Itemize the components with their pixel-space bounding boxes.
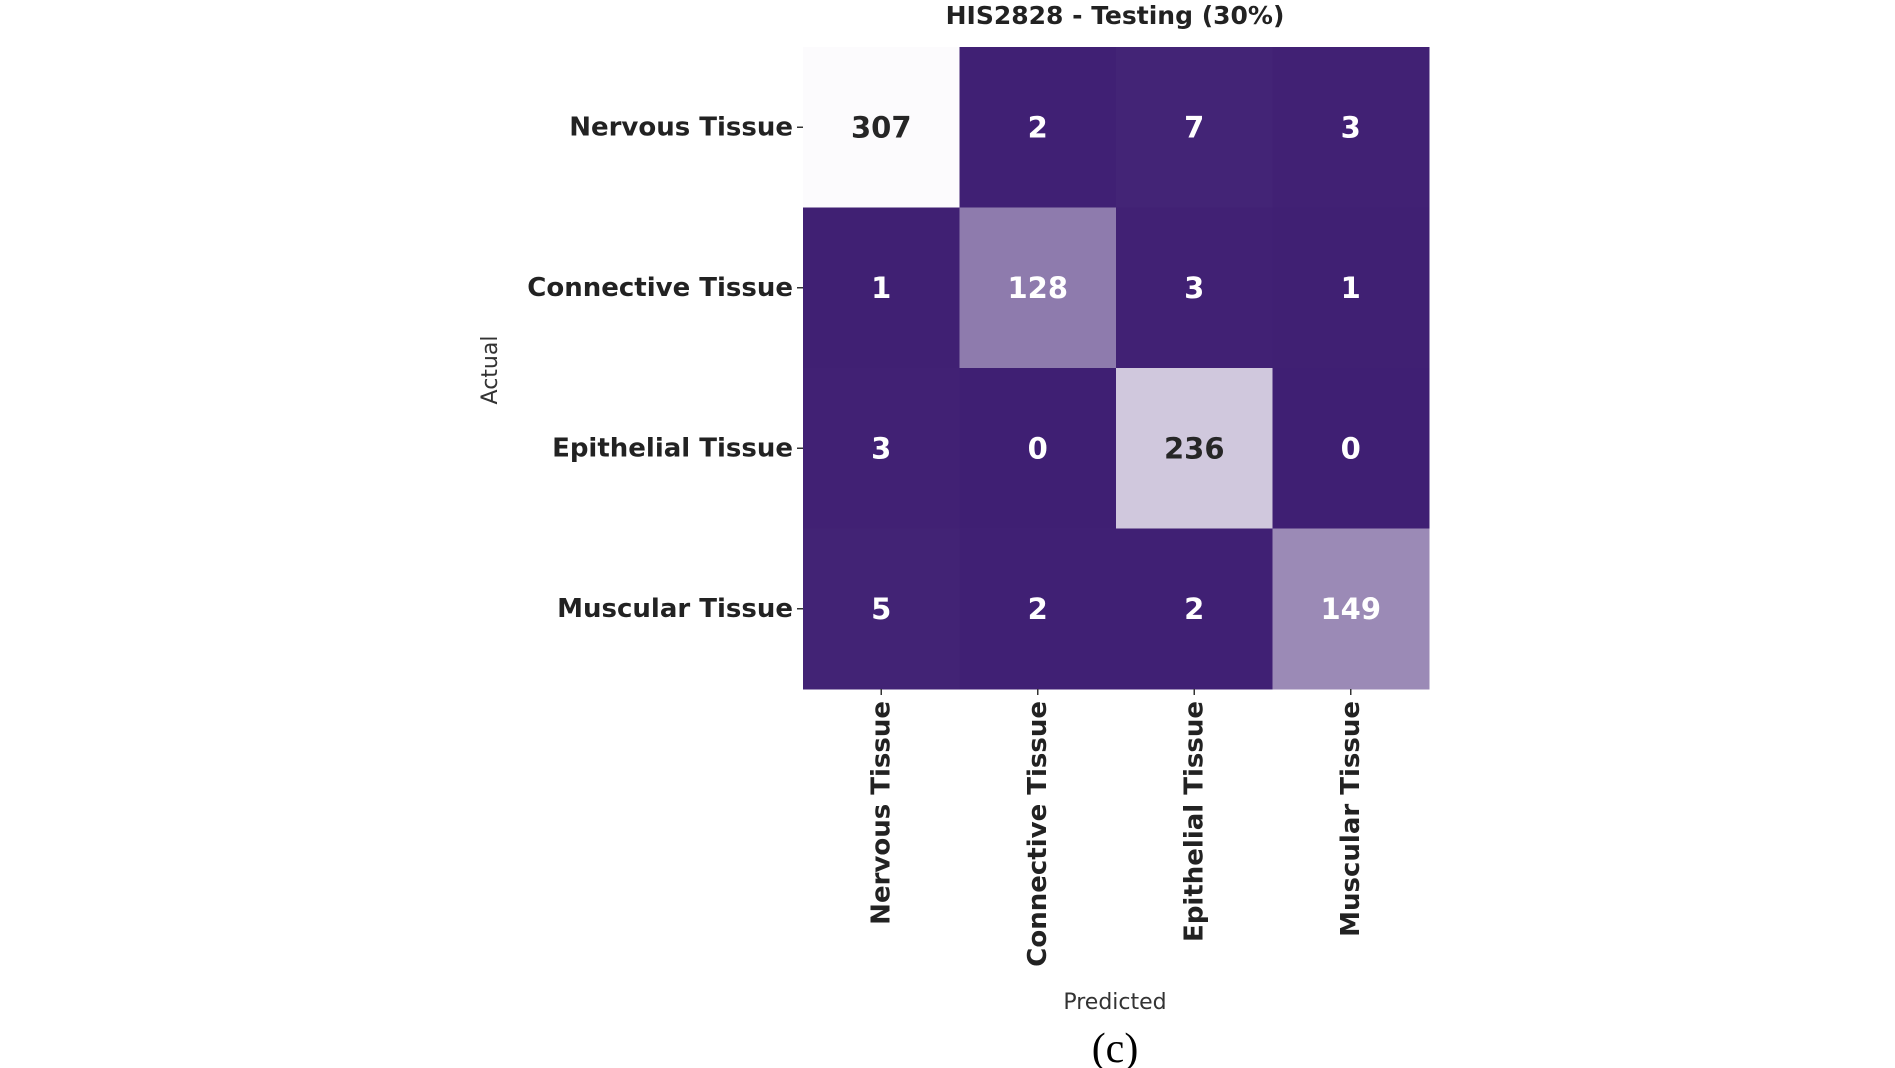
cell-value-r0-c1: 2: [1028, 110, 1048, 144]
cell-value-r1-c3: 1: [1341, 271, 1361, 305]
heatmap-cell-r2-c1: [959, 368, 1117, 529]
row-label-3: Muscular Tissue: [557, 594, 793, 624]
column-label-3: Muscular Tissue: [1336, 701, 1366, 937]
heatmap-cell-r1-c0: [803, 207, 960, 369]
cell-value-r3-c3: 149: [1320, 592, 1381, 626]
cell-value-r3-c0: 5: [871, 592, 891, 626]
cell-value-r0-c0: 307: [851, 110, 912, 144]
heatmap-cell-r2-c3: [1272, 368, 1430, 529]
cell-value-r0-c3: 3: [1341, 110, 1361, 144]
heatmap-cell-r0-c2: [1116, 47, 1273, 208]
cell-value-r3-c2: 2: [1184, 592, 1204, 626]
heatmap-cell-r0-c0: [803, 47, 960, 208]
column-label-1: Connective Tissue: [1023, 701, 1053, 967]
cell-value-r2-c1: 0: [1028, 431, 1048, 465]
x-axis-label: Predicted: [1063, 990, 1166, 1015]
heatmap-cell-r2-c0: [803, 368, 960, 529]
column-label-2: Epithelial Tissue: [1179, 701, 1209, 942]
cell-value-r2-c2: 236: [1164, 431, 1225, 465]
heatmap-cell-r0-c3: [1272, 47, 1430, 208]
cell-value-r1-c2: 3: [1184, 271, 1204, 305]
row-label-2: Epithelial Tissue: [552, 433, 793, 463]
cell-value-r3-c1: 2: [1028, 592, 1048, 626]
heatmap-cell-r3-c0: [803, 528, 960, 690]
column-tick-labels: Nervous Tissue Connective Tissue Epithelia…: [866, 689, 1366, 967]
heatmap-cell-r1-c2: [1116, 207, 1273, 369]
heatmap-cell-r3-c2: [1116, 528, 1273, 690]
cell-value-r2-c0: 3: [871, 431, 891, 465]
row-label-1: Connective Tissue: [527, 273, 793, 303]
heatmap-cell-r3-c1: [959, 528, 1117, 690]
row-tick-labels: Nervous Tissue Connective Tissue Epithelia…: [527, 112, 803, 624]
cell-value-r2-c3: 0: [1341, 431, 1361, 465]
heatmap-cell-r3-c3: [1272, 528, 1430, 690]
heatmap-cell-r1-c3: [1272, 207, 1430, 369]
heatmap-cells: [803, 47, 1430, 690]
cell-value-r0-c2: 7: [1184, 110, 1204, 144]
heatmap-cell-r2-c2: [1116, 368, 1273, 529]
row-label-0: Nervous Tissue: [569, 112, 793, 142]
heatmap-cell-r1-c1: [959, 207, 1117, 369]
figure-caption: (c): [1092, 1026, 1139, 1068]
heatmap-cell-r0-c1: [959, 47, 1117, 208]
cell-value-r1-c0: 1: [871, 271, 891, 305]
y-axis-label: Actual: [478, 336, 503, 405]
cell-value-r1-c1: 128: [1007, 271, 1068, 305]
heatmap-cell-labels: 307 2 7 3 1 128 3 1 3 0 236 0 5 2 2 149: [851, 110, 1381, 626]
chart-title: HIS2828 - Testing (30%): [946, 1, 1285, 30]
column-label-0: Nervous Tissue: [866, 701, 896, 925]
